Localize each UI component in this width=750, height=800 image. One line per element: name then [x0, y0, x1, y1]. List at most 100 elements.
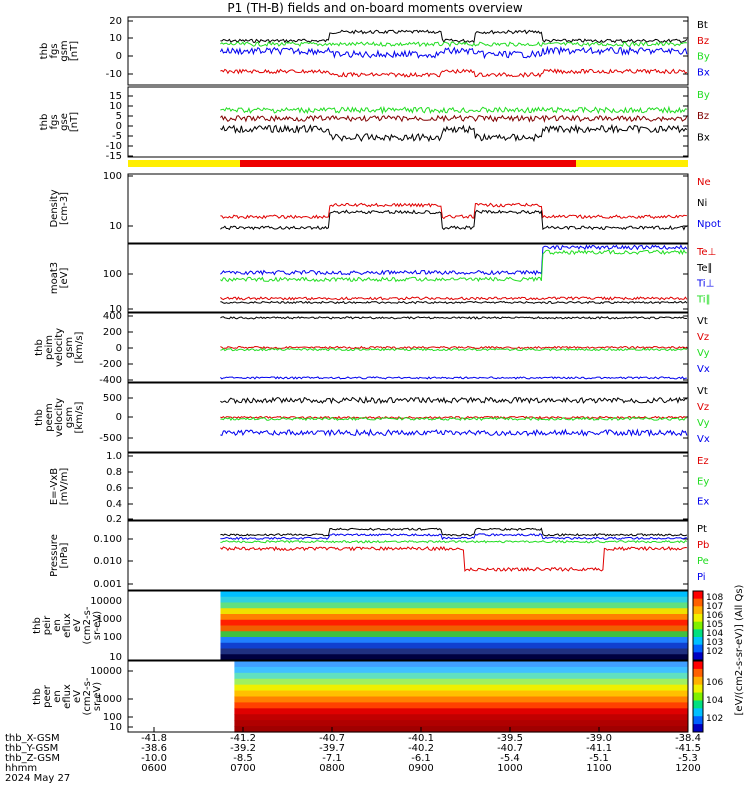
y-axis-label: velocity: [54, 328, 65, 367]
ytick-label: 0: [116, 121, 122, 132]
trace-Te-perp: [220, 296, 688, 301]
spectrogram-band: [220, 637, 688, 644]
trace-By: [220, 41, 687, 48]
spectrogram-band: [220, 596, 688, 604]
y-axis-label: [mV/m]: [59, 468, 70, 506]
trace-Pt: [220, 527, 688, 537]
spectrogram-band: [234, 696, 688, 704]
colorbar-segment: [693, 724, 703, 733]
xtick-label: 0900: [408, 763, 433, 774]
xtick-label: 0800: [319, 763, 344, 774]
legend-Bx: Bx: [697, 67, 710, 78]
xtick-label: -10.0: [141, 753, 167, 764]
xtick-label: -40.7: [497, 743, 523, 754]
colorbar-segment: [693, 668, 703, 678]
spectrogram-band: [220, 625, 688, 632]
y-axis-label: gse: [59, 113, 70, 131]
xtick-label: -39.5: [497, 733, 523, 744]
trace-Bx: [219, 45, 688, 60]
xtick-label: -41.2: [230, 733, 256, 744]
trace-Bz: [220, 114, 688, 124]
y-axis-label: E=-VxB: [49, 468, 60, 505]
xtick-label: 1200: [675, 763, 700, 774]
trace-Te-par: [220, 300, 688, 305]
colorbar-tick: 104: [706, 696, 723, 706]
y-axis-label: eflux: [62, 613, 73, 638]
y-axis-label: fgs: [49, 114, 60, 129]
y-axis-label: Density: [49, 189, 60, 227]
xtick-label: -5.1: [589, 753, 609, 764]
ytick-label: 10000: [90, 596, 122, 607]
legend-Vy: Vy: [697, 418, 710, 429]
trace-Ni: [220, 209, 688, 231]
y-axis-label: thb: [34, 409, 45, 426]
ytick-label: 100: [103, 171, 122, 182]
y-axis-label: fgs: [49, 43, 60, 58]
xtick-label: -40.1: [408, 733, 434, 744]
legend-Vz: Vz: [697, 332, 709, 343]
colorbar-segment: [693, 692, 703, 701]
colorbar-tick: 106: [706, 678, 723, 688]
xtick-label: -40.7: [319, 733, 345, 744]
y-axis-label: gsm: [59, 40, 70, 61]
ytick-label: 0.6: [106, 483, 122, 494]
legend-Vt: Vt: [697, 386, 708, 397]
xtick-label: -41.1: [586, 743, 612, 754]
state-bar-segment: [240, 160, 576, 167]
legend-Pi: Pi: [697, 572, 706, 583]
y-axis-label: en: [52, 619, 63, 632]
trace-Vx: [220, 428, 688, 438]
xtick-label: -39.2: [230, 743, 256, 754]
y-axis-label: thb: [39, 43, 50, 60]
x-row-label: thb_Y-GSM: [5, 743, 58, 754]
y-axis-label: (cm2-s-: [82, 606, 93, 644]
ytick-label: 10: [109, 304, 122, 315]
legend-Pt: Pt: [697, 524, 707, 535]
spectrogram-band: [220, 631, 688, 638]
colorbar-tick: 107: [706, 602, 723, 612]
colorbar-segment: [693, 598, 703, 607]
legend-Pb: Pb: [697, 540, 709, 551]
state-bar-segment: [576, 160, 688, 167]
y-axis-label: [eV]: [59, 268, 70, 289]
panel-frame-efield: [127, 452, 689, 521]
xtick-label: 0700: [230, 763, 255, 774]
legend-Vz: Vz: [697, 402, 709, 413]
panel-frame-temperature: [127, 243, 689, 313]
panel-frame-fgs_gsm: [127, 16, 689, 86]
legend-Te∥: Te∥: [696, 263, 713, 274]
panel-frame-peir_spec: [127, 590, 689, 661]
spectrogram-band: [220, 591, 688, 598]
y-axis-label: peem: [44, 403, 55, 431]
spectrogram-band: [234, 678, 688, 686]
colorbar-segment: [693, 629, 703, 638]
legend-Bx: Bx: [697, 132, 710, 143]
ytick-label: 400: [103, 311, 122, 322]
legend-Bz: Bz: [697, 36, 709, 47]
spectrogram-band: [234, 666, 688, 674]
ytick-label: 15: [109, 91, 122, 102]
trace-Vx: [220, 376, 687, 380]
ytick-label: -5: [112, 131, 122, 142]
xtick-label: -7.1: [322, 753, 342, 764]
spectrogram-band: [220, 642, 688, 650]
ytick-label: 1000: [97, 694, 122, 705]
legend-Ey: Ey: [697, 476, 709, 487]
legend-By: By: [697, 52, 710, 63]
legend-Bt: Bt: [697, 20, 708, 31]
colorbar-segment: [693, 708, 703, 717]
trace-Bx: [220, 123, 688, 143]
y-axis-label: [km/s]: [74, 401, 85, 433]
y-axis-label: thb: [32, 688, 43, 705]
xtick-label: 1000: [497, 763, 522, 774]
y-axis-label: [nT]: [69, 41, 80, 61]
trace-Pb: [220, 545, 687, 572]
colorbar-frame: [692, 660, 704, 733]
spectrogram-band: [220, 619, 688, 627]
trace-Vy: [220, 416, 687, 422]
colorbar-segment: [693, 621, 703, 630]
spectrogram-band: [234, 684, 688, 692]
trace-Vt: [220, 316, 687, 320]
ytick-label: 0.010: [93, 556, 122, 567]
ytick-label: -500: [99, 433, 122, 444]
